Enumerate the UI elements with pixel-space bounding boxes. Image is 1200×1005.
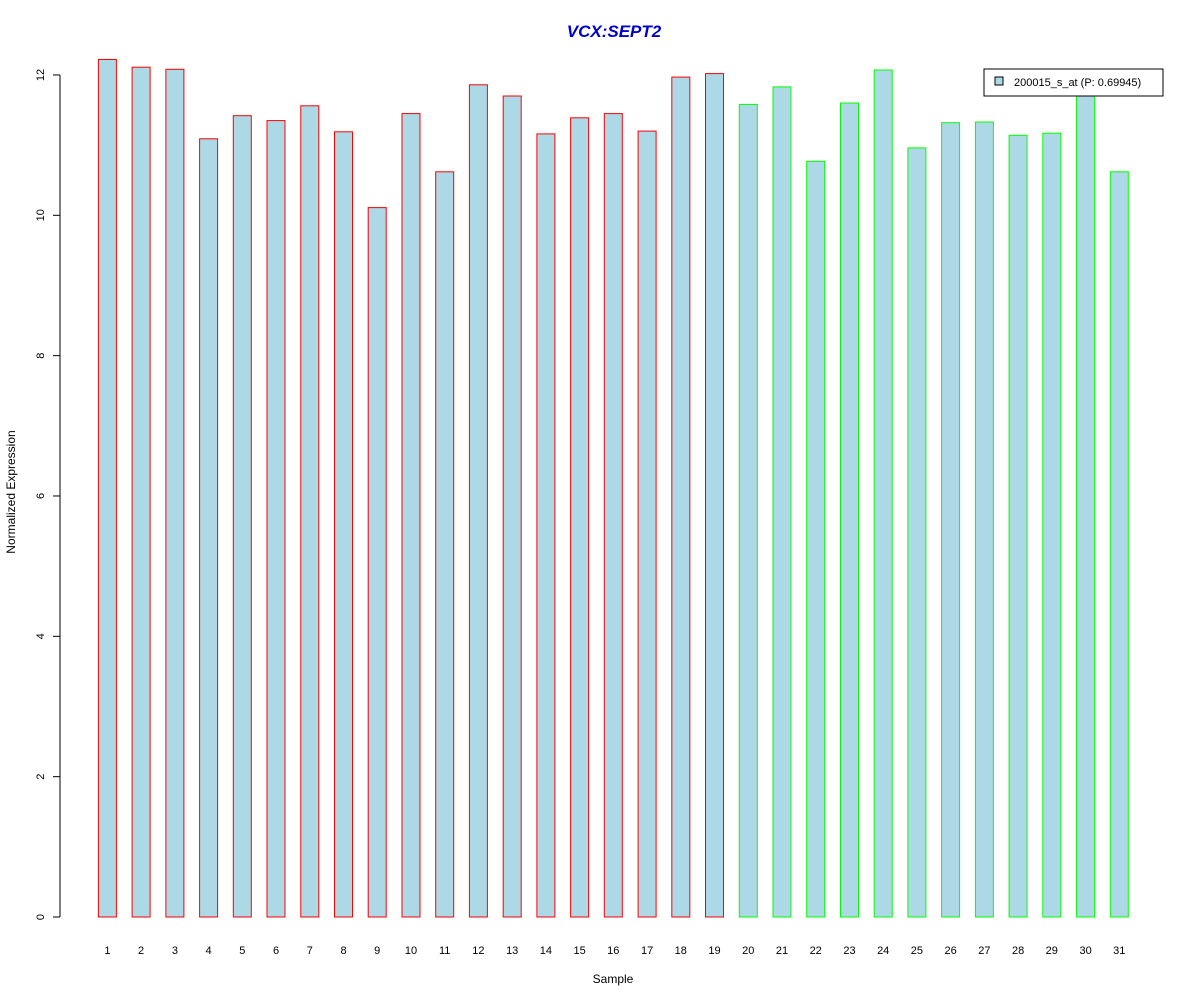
y-tick-label: 6 <box>35 493 47 499</box>
x-tick-label: 23 <box>843 945 855 957</box>
x-tick-label: 20 <box>742 945 754 957</box>
x-tick-label: 10 <box>405 945 417 957</box>
y-tick-label: 2 <box>35 774 47 780</box>
y-axis: 0 2 4 6 8 10 12 <box>35 69 61 920</box>
y-tick-label: 8 <box>35 353 47 359</box>
bar-sample-27 <box>974 121 994 918</box>
x-tick-label: 4 <box>206 945 212 957</box>
bar-sample-9 <box>367 207 387 918</box>
y-tick-label: 10 <box>35 209 47 221</box>
x-tick-label: 26 <box>944 945 956 957</box>
x-tick-label: 7 <box>307 945 313 957</box>
x-tick-label: 1 <box>104 945 110 957</box>
bar-sample-16 <box>603 113 623 918</box>
x-tick-label: 21 <box>776 945 788 957</box>
bar-sample-18 <box>671 76 691 918</box>
x-tick-label: 12 <box>472 945 484 957</box>
bar-sample-15 <box>570 117 590 918</box>
bar-sample-7 <box>300 105 320 918</box>
x-tick-label: 18 <box>675 945 687 957</box>
x-tick-label: 17 <box>641 945 653 957</box>
bar-sample-19 <box>705 73 724 918</box>
x-tick-label: 6 <box>273 945 279 957</box>
bar-sample-8 <box>334 131 353 918</box>
bar-sample-24 <box>873 69 893 918</box>
bar-sample-6 <box>266 120 286 918</box>
x-axis-title: Sample <box>593 972 634 986</box>
x-tick-label: 2 <box>138 945 144 957</box>
bar-sample-20 <box>738 103 758 918</box>
bar-sample-10 <box>401 113 421 918</box>
x-tick-label: 22 <box>810 945 822 957</box>
x-tick-label: 30 <box>1079 945 1091 957</box>
chart-title: VCX:SEPT2 <box>567 22 662 41</box>
bars-group <box>97 59 1129 918</box>
bar-sample-21 <box>772 86 792 918</box>
bar-sample-2 <box>131 66 151 918</box>
bar-sample-12 <box>468 84 488 918</box>
x-tick-label: 3 <box>172 945 178 957</box>
x-tick-label: 5 <box>239 945 245 957</box>
x-tick-label: 11 <box>439 945 450 957</box>
x-tick-label: 27 <box>978 945 990 957</box>
bar-sample-4 <box>199 138 219 918</box>
bar-sample-5 <box>232 115 252 918</box>
legend: 200015_s_at (P: 0.69945) <box>983 68 1164 97</box>
bar-sample-25 <box>907 147 927 918</box>
bar-sample-17 <box>637 130 657 918</box>
x-tick-labels: 1 2 3 4 5 6 7 8 9 10 11 12 13 14 15 16 17 18 19 20 21 22 23 24 2… <box>104 945 1125 957</box>
bar-sample-3 <box>165 68 185 918</box>
x-tick-label: 31 <box>1113 945 1125 957</box>
x-tick-label: 14 <box>540 945 552 957</box>
bar-sample-14 <box>536 133 556 918</box>
y-axis-title: Normalized Expression <box>4 430 18 553</box>
x-tick-label: 15 <box>573 945 585 957</box>
y-tick-label: 0 <box>35 914 47 920</box>
legend-swatch <box>994 76 1004 86</box>
bar-sample-31 <box>1109 171 1129 918</box>
x-tick-label: 9 <box>374 945 380 957</box>
x-tick-label: 16 <box>607 945 619 957</box>
legend-box <box>983 68 1164 97</box>
bar-sample-1 <box>97 59 117 918</box>
x-tick-label: 28 <box>1012 945 1024 957</box>
x-tick-label: 25 <box>911 945 923 957</box>
bar-sample-26 <box>941 122 961 918</box>
y-tick-label: 12 <box>35 69 47 81</box>
x-tick-label: 24 <box>877 945 889 957</box>
bar-sample-11 <box>435 171 455 918</box>
x-tick-label: 8 <box>340 945 346 957</box>
x-tick-label: 13 <box>506 945 518 957</box>
bar-sample-22 <box>806 160 826 918</box>
legend-label: 200015_s_at (P: 0.69945) <box>1014 77 1141 89</box>
bar-sample-23 <box>840 102 859 918</box>
x-tick-label: 29 <box>1046 945 1058 957</box>
y-tick-label: 4 <box>35 633 47 639</box>
bar-sample-30 <box>1076 94 1096 918</box>
bar-sample-28 <box>1008 134 1028 918</box>
x-tick-label: 19 <box>708 945 720 957</box>
bar-sample-29 <box>1042 132 1062 918</box>
bar-sample-13 <box>502 95 522 918</box>
